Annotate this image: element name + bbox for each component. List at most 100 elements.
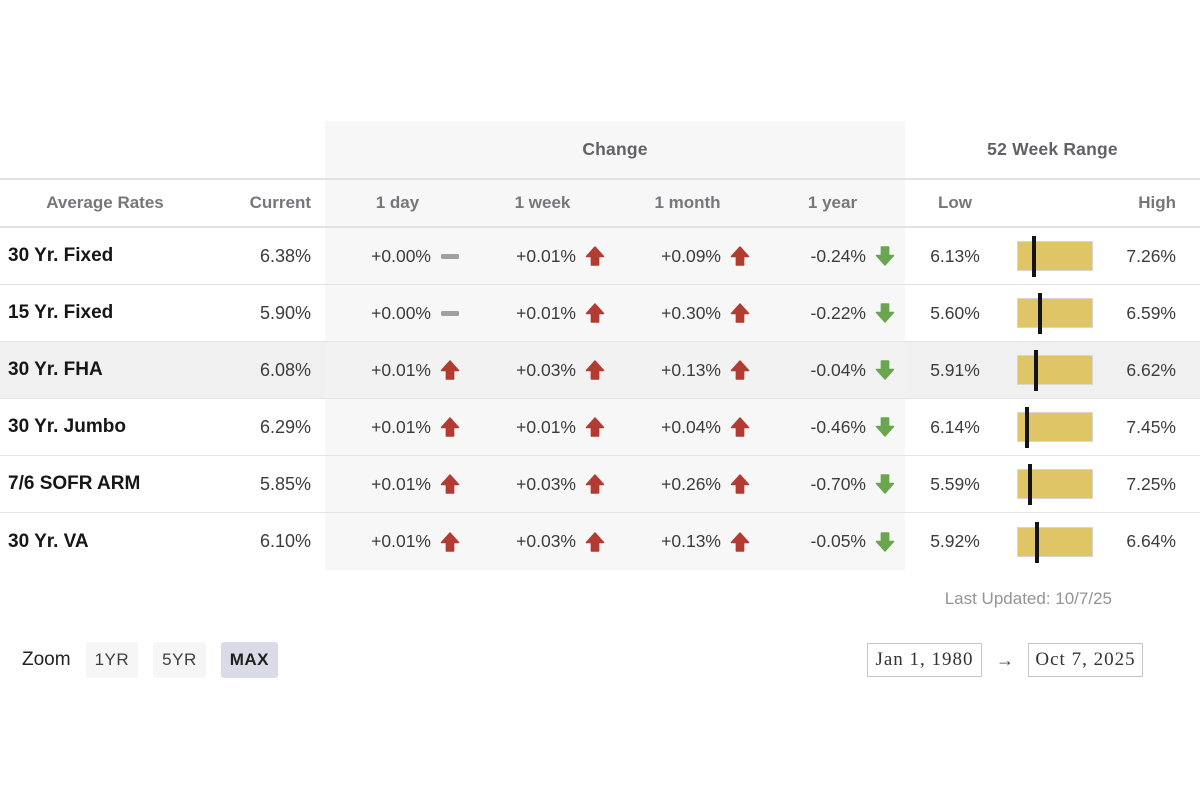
table-row[interactable]: 30 Yr. FHA 6.08% +0.01% +0.03% +0.13% -0.04% 5… [0,342,1200,399]
range-high-cell: 6.59% [1105,285,1200,341]
up-arrow-icon [440,360,460,380]
range-bar [1017,464,1093,505]
down-arrow-icon [875,360,895,380]
change-week-value: +0.03% [516,359,576,380]
range-bar-cell [1005,399,1105,455]
change-week-cell: +0.01% [470,228,615,284]
column-header-average-rates: Average Rates [46,193,164,212]
table-row[interactable]: 7/6 SOFR ARM 5.85% +0.01% +0.03% +0.26% -0.70… [0,456,1200,513]
range-low-cell: 6.14% [905,399,1005,455]
rate-name-cell: 30 Yr. Jumbo [0,399,210,455]
rate-name-cell: 7/6 SOFR ARM [0,456,210,512]
current-rate-value: 5.85% [259,473,311,494]
rates-table-body: 30 Yr. Fixed 6.38% +0.00% +0.01% +0.09% -0.24… [0,228,1200,570]
range-low-value: 5.60% [930,302,980,323]
range-low-value: 6.14% [930,416,980,437]
rate-name: 7/6 SOFR ARM [8,473,141,494]
column-header-current: Current [249,193,311,212]
change-week-value: +0.01% [516,302,576,323]
current-rate-cell: 5.85% [210,456,325,512]
change-month-value: +0.09% [661,245,721,266]
range-high-value: 6.62% [1126,359,1176,380]
column-header-1-week: 1 week [470,180,615,226]
change-year-cell: -0.05% [760,513,905,570]
change-year-value: -0.22% [810,302,866,323]
range-marker [1038,293,1043,334]
change-month-cell: +0.26% [615,456,760,512]
change-week-value: +0.01% [516,245,576,266]
column-header-low: Low [938,193,972,212]
change-month-cell: +0.30% [615,285,760,341]
up-arrow-icon [440,474,460,494]
group-header-row: Change 52 Week Range [0,121,1200,178]
range-marker [1032,236,1037,277]
change-year-value: -0.04% [810,359,866,380]
up-arrow-icon [585,360,605,380]
change-month-value: +0.26% [661,473,721,494]
date-to-input[interactable]: Oct 7, 2025 [1028,643,1143,677]
down-arrow-icon [875,303,895,323]
current-rate-cell: 6.10% [210,513,325,570]
change-day-cell: +0.01% [325,513,470,570]
up-arrow-icon [730,360,750,380]
change-day-value: +0.01% [371,531,431,551]
up-arrow-icon [585,417,605,437]
change-day-value: +0.00% [371,245,431,266]
table-row[interactable]: 30 Yr. VA 6.10% +0.01% +0.03% +0.13% -0.05% 5.… [0,513,1200,570]
change-month-cell: +0.13% [615,342,760,398]
change-week-cell: +0.03% [470,513,615,570]
rate-name-cell: 15 Yr. Fixed [0,285,210,341]
table-row[interactable]: 15 Yr. Fixed 5.90% +0.00% +0.01% +0.30% -0.22… [0,285,1200,342]
change-month-cell: +0.13% [615,513,760,570]
date-from-input[interactable]: Jan 1, 1980 [867,643,982,677]
range-low-cell: 6.13% [905,228,1005,284]
range-marker [1033,350,1038,391]
change-month-value: +0.13% [661,531,721,551]
change-day-value: +0.01% [371,473,431,494]
zoom-button-1yr[interactable]: 1YR [85,642,139,678]
change-week-cell: +0.03% [470,456,615,512]
column-header-1-month: 1 month [615,180,760,226]
change-week-cell: +0.01% [470,399,615,455]
last-updated-text: Last Updated: 10/7/25 [944,589,1112,608]
down-arrow-icon [875,531,895,552]
table-row[interactable]: 30 Yr. Jumbo 6.29% +0.01% +0.01% +0.04% -0.46… [0,399,1200,456]
change-year-cell: -0.70% [760,456,905,512]
change-day-value: +0.01% [371,416,431,437]
current-rate-value: 6.08% [259,359,311,380]
range-bar [1017,236,1093,277]
range-low-cell: 5.91% [905,342,1005,398]
change-day-value: +0.00% [371,302,431,323]
down-arrow-icon [875,246,895,266]
range-high-value: 7.25% [1126,473,1176,494]
change-year-cell: -0.22% [760,285,905,341]
up-arrow-icon [730,246,750,266]
zoom-button-max[interactable]: MAX [220,642,279,678]
up-arrow-icon [730,474,750,494]
change-day-cell: +0.01% [325,342,470,398]
change-year-cell: -0.46% [760,399,905,455]
rate-name-cell: 30 Yr. FHA [0,342,210,398]
change-week-value: +0.03% [516,473,576,494]
range-marker [1024,407,1029,448]
range-high-value: 6.59% [1126,302,1176,323]
current-rate-cell: 6.29% [210,399,325,455]
change-year-cell: -0.04% [760,342,905,398]
zoom-button-5yr[interactable]: 5YR [153,642,206,678]
range-high-cell: 7.45% [1105,399,1200,455]
range-marker [1034,521,1039,563]
change-group-title: Change [582,139,648,159]
up-arrow-icon [440,417,460,437]
rate-name: 15 Yr. Fixed [8,302,114,323]
range-low-value: 5.59% [930,473,980,494]
change-month-cell: +0.09% [615,228,760,284]
date-range-arrow-icon: → [996,649,1014,670]
flat-dash-icon [441,311,459,316]
range-bar-cell [1005,285,1105,341]
current-rate-value: 6.10% [259,531,311,551]
current-rate-value: 5.90% [259,302,311,323]
current-rate-value: 6.38% [259,245,311,266]
flat-dash-icon [441,254,459,259]
change-year-value: -0.46% [810,416,866,437]
table-row[interactable]: 30 Yr. Fixed 6.38% +0.00% +0.01% +0.09% -0.24… [0,228,1200,285]
